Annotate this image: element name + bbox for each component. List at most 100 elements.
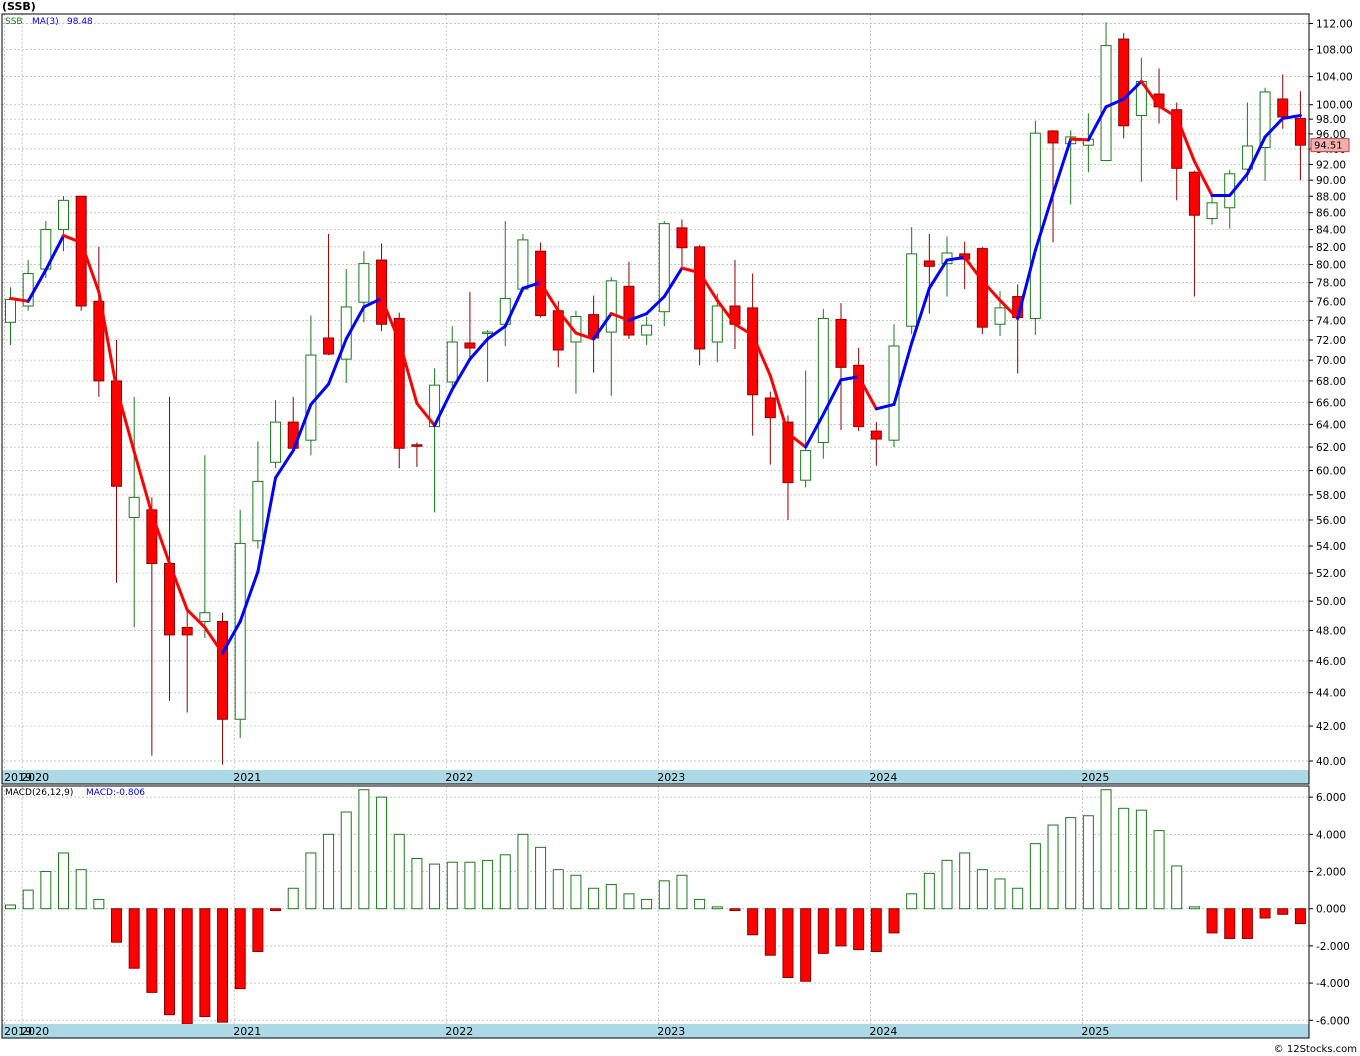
candle-body	[393, 317, 405, 449]
macd-bar	[835, 908, 847, 947]
price-y-tick-label: 108.00	[1316, 45, 1353, 57]
price-y-tick-label: 62.00	[1316, 442, 1346, 454]
price-y-tick-label: 50.00	[1316, 596, 1346, 608]
macd-bar	[1047, 824, 1059, 910]
candle-body	[694, 246, 706, 350]
ma-segment	[1228, 172, 1249, 197]
macd-bar	[1082, 815, 1094, 910]
legend-ma-label: MA(3)	[32, 17, 59, 27]
price-legend: SSB MA(3) 98.48	[5, 17, 93, 27]
ma-segment	[486, 324, 507, 341]
macd-bar	[1294, 908, 1306, 925]
price-y-tick-label: 92.00	[1316, 159, 1346, 171]
macd-bar	[817, 908, 829, 954]
ma-segment	[698, 271, 719, 302]
candle	[358, 251, 370, 323]
macd-x-tick-label: 2025	[1081, 1025, 1109, 1038]
ma-segment	[662, 266, 684, 299]
candle	[1047, 130, 1059, 243]
price-y-tick-label: 60.00	[1316, 466, 1346, 478]
candle-body	[464, 342, 476, 349]
ma-segment	[998, 298, 1020, 320]
ma-segment	[839, 375, 861, 382]
macd-bar	[234, 908, 246, 990]
price-y-tick-label: 84.00	[1316, 225, 1346, 237]
macd-y-tick-label: -2.000	[1316, 941, 1350, 953]
ma-segment	[1175, 115, 1196, 163]
ma-segment	[397, 339, 419, 405]
macd-bar	[1171, 865, 1183, 910]
macd-bar	[517, 833, 529, 910]
ma-segment	[168, 561, 189, 612]
price-y-tick-label: 78.00	[1316, 278, 1346, 290]
price-y-tick-label: 86.00	[1316, 208, 1346, 220]
macd-bar	[994, 878, 1006, 910]
macd-bar	[22, 889, 34, 910]
candle-body	[1294, 117, 1306, 146]
candle	[835, 303, 847, 430]
candle-body	[853, 364, 865, 428]
candle-body	[764, 397, 776, 419]
candle	[93, 246, 105, 397]
macd-bar	[287, 887, 299, 910]
ma-segment	[786, 431, 808, 449]
macd-x-tick-label: 2021	[233, 1025, 261, 1038]
candle-body	[1206, 202, 1218, 220]
macd-bar	[164, 908, 176, 1016]
ma-segment	[62, 234, 83, 244]
ma-segment	[857, 375, 878, 411]
ma-segment	[79, 240, 101, 294]
macd-bar	[764, 908, 776, 956]
candle	[517, 233, 529, 292]
candle	[1188, 170, 1200, 297]
macd-legend: MACD(26,12,9) MACD:-0.806	[5, 788, 145, 798]
price-y-tick-label: 52.00	[1316, 568, 1346, 580]
candle-body	[1029, 132, 1041, 319]
candle-body	[217, 621, 229, 720]
price-x-tick-label: 2025	[1081, 771, 1109, 784]
price-y-tick-label: 40.00	[1316, 756, 1346, 768]
ma-segment	[733, 322, 755, 337]
macd-bar	[853, 908, 865, 951]
candle-body	[817, 317, 829, 443]
footer-credit: © 12Stocks.com	[1274, 1044, 1357, 1055]
ma-segment	[291, 402, 313, 453]
candle	[570, 310, 582, 394]
candle-body	[994, 307, 1006, 325]
macd-bar	[305, 852, 317, 910]
ticker-title: (SSB)	[2, 0, 36, 13]
macd-x-tick-label: 2022	[445, 1025, 473, 1038]
macd-bar	[446, 861, 458, 910]
macd-bar	[1153, 830, 1165, 910]
ma-segment	[945, 255, 967, 262]
ma-segment	[1139, 79, 1161, 108]
macd-bar	[393, 833, 405, 910]
macd-bar	[499, 854, 511, 910]
ma-segment	[309, 382, 331, 406]
price-y-tick-label: 66.00	[1316, 397, 1346, 409]
candle-body	[782, 421, 794, 484]
candle-body	[1171, 109, 1183, 169]
price-y-tick-label: 80.00	[1316, 260, 1346, 272]
macd-y-tick-label: 4.000	[1316, 829, 1346, 841]
candle	[800, 370, 812, 488]
macd-bar	[641, 898, 653, 910]
macd-bar	[605, 884, 617, 910]
ma-segment	[362, 296, 384, 309]
candle	[888, 324, 900, 448]
ma-segment	[115, 386, 136, 454]
ma-segment	[97, 290, 119, 390]
candle	[906, 227, 918, 335]
ma-segment	[1192, 159, 1214, 197]
macd-legend-title: MACD(26,12,9)	[5, 788, 73, 798]
candle	[252, 441, 264, 549]
macd-bar	[747, 908, 759, 936]
macd-bar	[941, 859, 953, 910]
candle-body	[641, 324, 653, 336]
macd-bar	[146, 908, 158, 993]
ma-segment	[592, 312, 613, 341]
macd-bar	[870, 908, 882, 952]
candle	[1206, 193, 1218, 225]
ma-segment	[256, 476, 278, 574]
